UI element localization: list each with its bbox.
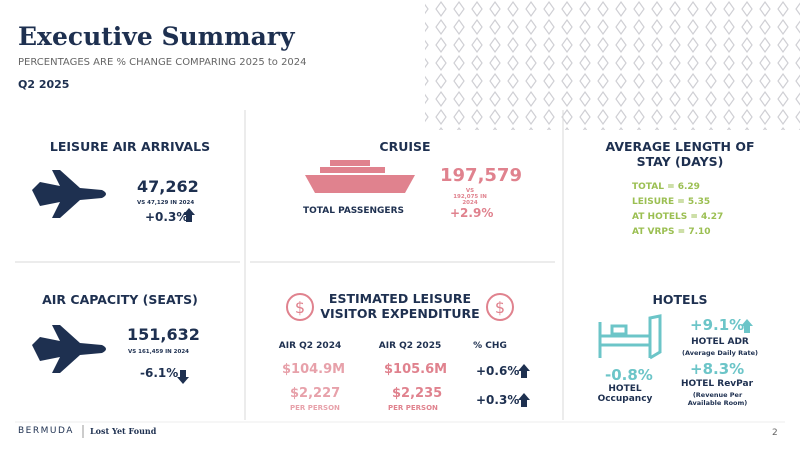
brand: BERMUDA [18,426,74,436]
comparison: VS 192,075 IN 2024 [453,188,487,206]
period: Q2 2025 [18,78,70,91]
stay-line: LEISURE = 5.35 [632,197,711,207]
svg-text:$: $ [495,298,505,317]
heading: HOTELS [652,292,708,307]
cell: $104.9M [282,362,346,377]
title: Executive Summary [18,22,295,51]
ship-icon [305,160,415,193]
cell: +0.6% [476,364,520,378]
value: 151,632 [127,325,200,344]
cell: $105.6M [384,362,448,377]
change: -0.8% [605,366,653,384]
label: TOTAL PASSENGERS [303,206,404,216]
cell: +0.3% [476,393,520,407]
bed-icon [598,314,662,360]
heading: ESTIMATED LEISURE VISITOR EXPENDITURE [320,291,480,321]
label: HOTEL Occupancy [597,384,653,404]
pattern [425,0,800,130]
comparison: VS 47,129 IN 2024 [137,200,195,206]
change: -6.1% [140,366,179,380]
value: 47,262 [137,177,199,196]
per-person-label: PER PERSON [290,404,340,412]
note: (Average Daily Rate) [682,349,758,357]
svg-text:$: $ [295,298,305,317]
change: +2.9% [450,206,494,220]
column-header: AIR Q2 2025 [378,341,442,351]
subtitle: PERCENTAGES ARE % CHANGE COMPARING 2025 … [18,57,307,68]
stay-line: TOTAL = 6.29 [632,182,700,192]
heading: AIR CAPACITY (SEATS) [42,292,198,307]
cell: $2,227 [290,386,341,401]
comparison: VS 161,459 IN 2024 [128,349,189,355]
arrow-icon [177,208,530,407]
stay-line: AT VRPS = 7.10 [632,227,711,237]
label: HOTEL RevPar [680,379,754,389]
change: +9.1% [690,316,745,334]
change: +8.3% [690,360,745,378]
heading: LEISURE AIR ARRIVALS [49,139,211,154]
note: (Revenue Per Available Room) [687,391,748,407]
change: +0.3% [145,210,189,224]
page-number: 2 [772,428,778,438]
heading: CRUISE [379,139,431,154]
value: 197,579 [440,165,522,186]
label: HOTEL ADR [691,337,749,347]
plane-icon [32,170,106,373]
stay-line: AT HOTELS = 4.27 [632,212,724,222]
tagline: Lost Yet Found [90,426,157,436]
heading: AVERAGE LENGTH OF STAY (DAYS) [605,139,755,169]
column-header: AIR Q2 2024 [278,341,342,351]
dollar-icon [286,293,514,321]
column-header: % CHG [473,341,507,351]
per-person-label: PER PERSON [388,404,438,412]
cell: $2,235 [392,386,443,401]
